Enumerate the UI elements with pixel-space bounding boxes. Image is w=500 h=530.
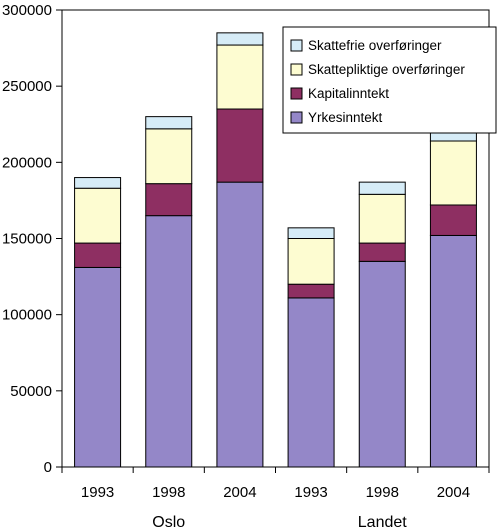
y-tick-label: 300000 — [2, 2, 52, 19]
y-tick-label: 250000 — [2, 78, 52, 95]
bar-segment-2 — [145, 183, 193, 217]
bar-segment-1 — [429, 234, 477, 468]
bar-segment-3 — [429, 140, 477, 206]
bar-segment-2 — [429, 204, 477, 236]
bar-segment-1 — [287, 297, 335, 468]
x-category-label: 1998 — [152, 484, 185, 501]
bar-segment-3 — [358, 193, 406, 244]
bar-segment-4 — [145, 116, 193, 130]
bar-segment-2 — [74, 242, 122, 268]
bar-segment-4 — [287, 227, 335, 240]
bar-segment-3 — [216, 44, 264, 110]
bar-segment-1 — [74, 266, 122, 468]
bar-segment-3 — [287, 238, 335, 285]
bar-segment-1 — [216, 181, 264, 468]
bar-segment-1 — [358, 260, 406, 468]
y-tick-label: 200000 — [2, 154, 52, 171]
bar-segment-3 — [145, 128, 193, 185]
legend-label: Yrkesinntekt — [308, 110, 383, 125]
legend-label: Skattefrie overføringer — [308, 38, 442, 53]
legend-swatch — [290, 87, 303, 100]
bar-segment-2 — [358, 242, 406, 262]
bar-segment-4 — [358, 181, 406, 195]
group-label: Oslo — [152, 514, 185, 530]
y-tick-label: 0 — [44, 459, 52, 476]
x-category-label: 2004 — [223, 484, 256, 501]
bar-segment-1 — [145, 215, 193, 468]
legend-label: Skattepliktige overføringer — [308, 62, 465, 77]
legend-box — [282, 26, 497, 134]
x-category-label: 1993 — [294, 484, 327, 501]
legend-swatch — [290, 39, 303, 52]
legend-swatch — [290, 63, 303, 76]
y-tick-label: 150000 — [2, 231, 52, 248]
x-category-label: 1993 — [81, 484, 114, 501]
group-label: Landet — [358, 514, 407, 530]
y-tick-label: 50000 — [10, 383, 52, 400]
bar-segment-3 — [74, 187, 122, 244]
bar-segment-2 — [287, 283, 335, 299]
x-category-label: 1998 — [366, 484, 399, 501]
legend-label: Kapitalinntekt — [308, 86, 389, 101]
bar-segment-4 — [74, 177, 122, 189]
bar-segment-2 — [216, 108, 264, 183]
legend-swatch — [290, 111, 303, 124]
y-tick-label: 100000 — [2, 307, 52, 324]
x-category-label: 2004 — [437, 484, 470, 501]
bar-segment-4 — [216, 32, 264, 46]
